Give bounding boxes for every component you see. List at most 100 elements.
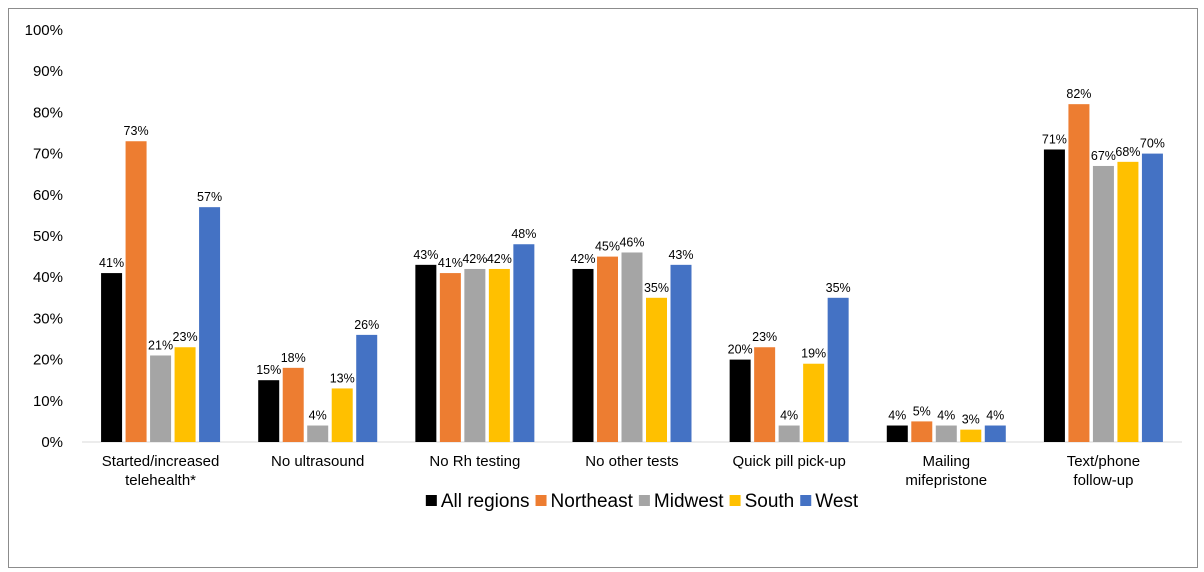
bar — [125, 141, 147, 443]
data-label: 4% — [780, 409, 798, 423]
bar — [464, 268, 486, 442]
data-label: 42% — [487, 252, 512, 266]
legend-swatch — [535, 495, 547, 506]
bar — [778, 425, 800, 442]
bar — [1043, 149, 1065, 443]
bar — [1141, 153, 1163, 442]
data-label: 68% — [1115, 145, 1140, 159]
bar — [729, 359, 751, 442]
bar — [754, 347, 776, 442]
data-label: 4% — [309, 409, 327, 423]
bar — [415, 264, 437, 442]
data-label: 71% — [1042, 132, 1067, 146]
category-labels: Started/increased telehealth* No ultrasoun… — [102, 453, 1140, 489]
legend-swatch — [425, 495, 437, 506]
bar — [307, 425, 329, 442]
data-label: 42% — [462, 252, 487, 266]
bar — [886, 425, 908, 442]
data-label: 4% — [888, 409, 906, 423]
bar — [911, 421, 933, 442]
category-label: Quick pill pick-up — [732, 453, 845, 470]
legend-label: All regions — [441, 491, 530, 512]
y-tick-label: 90% — [33, 63, 63, 80]
y-tick-label: 60% — [33, 187, 63, 204]
data-label: 4% — [986, 409, 1004, 423]
legend-label: West — [815, 491, 859, 512]
bar — [1092, 165, 1114, 442]
data-label: 5% — [913, 404, 931, 418]
data-label: 45% — [595, 240, 620, 254]
bar — [356, 334, 378, 442]
y-axis-ticks: 0% 10% 20% 30% 40% 50% 60% 70% 80% 90% 100% — [25, 22, 63, 451]
bar — [258, 380, 280, 442]
data-label: 82% — [1066, 87, 1091, 101]
y-tick-label: 40% — [33, 269, 63, 286]
data-label: 43% — [668, 248, 693, 262]
bar — [488, 268, 510, 442]
data-label: 46% — [619, 235, 644, 249]
data-label: 48% — [511, 227, 536, 241]
y-tick-label: 20% — [33, 352, 63, 369]
data-label: 18% — [281, 351, 306, 365]
data-label: 23% — [752, 330, 777, 344]
data-label: 21% — [148, 338, 173, 352]
bar — [1117, 161, 1139, 442]
category-label: No other tests — [585, 453, 678, 470]
data-label: 35% — [644, 281, 669, 295]
data-label: 3% — [962, 413, 980, 427]
y-tick-label: 80% — [33, 104, 63, 121]
legend-swatch — [729, 495, 741, 506]
legend-swatch — [638, 495, 650, 506]
category-label: No ultrasound — [271, 453, 364, 470]
data-label: 67% — [1091, 149, 1116, 163]
category-label: No Rh testing — [429, 453, 520, 470]
category-label: Mailing mifepristone — [905, 453, 987, 489]
bar — [150, 355, 172, 442]
category-label: Started/increased telehealth* — [102, 453, 220, 489]
bar — [439, 273, 461, 442]
bar — [1068, 104, 1090, 442]
data-label: 70% — [1140, 137, 1165, 151]
bar — [199, 207, 221, 442]
y-tick-label: 30% — [33, 310, 63, 327]
bar — [803, 363, 825, 442]
data-label: 41% — [438, 256, 463, 270]
data-label: 41% — [99, 256, 124, 270]
bar — [331, 388, 353, 442]
legend-label: South — [745, 491, 795, 512]
bar — [621, 252, 643, 442]
bar — [282, 367, 304, 442]
y-tick-label: 70% — [33, 146, 63, 163]
data-label: 43% — [413, 248, 438, 262]
data-label: 57% — [197, 190, 222, 204]
data-label: 42% — [570, 252, 595, 266]
bar — [827, 297, 849, 442]
data-label: 13% — [330, 371, 355, 385]
data-labels: 41%73%21%23%57%15%18%4%13%26%43%41% 42% 42… — [99, 87, 1165, 426]
bar — [174, 347, 196, 442]
data-label: 20% — [728, 343, 753, 357]
bar — [513, 244, 535, 442]
y-tick-label: 100% — [25, 22, 63, 39]
data-label: 35% — [826, 281, 851, 295]
legend: All regions Northeast Midwest South West — [425, 491, 859, 512]
bar — [935, 425, 957, 442]
bar — [960, 429, 982, 442]
category-label: Text/phone follow-up — [1067, 453, 1140, 489]
legend-swatch — [800, 495, 812, 506]
bar — [572, 268, 594, 442]
data-label: 73% — [124, 124, 149, 138]
data-label: 4% — [937, 409, 955, 423]
bar — [984, 425, 1006, 442]
data-label: 15% — [256, 363, 281, 377]
bar — [101, 273, 123, 442]
bars — [101, 104, 1163, 443]
data-label: 23% — [173, 330, 198, 344]
legend-label: Northeast — [551, 491, 634, 512]
bar — [597, 256, 618, 442]
data-label: 19% — [801, 347, 826, 361]
legend-label: Midwest — [654, 491, 724, 512]
y-tick-label: 10% — [33, 393, 63, 410]
bar — [670, 264, 692, 442]
